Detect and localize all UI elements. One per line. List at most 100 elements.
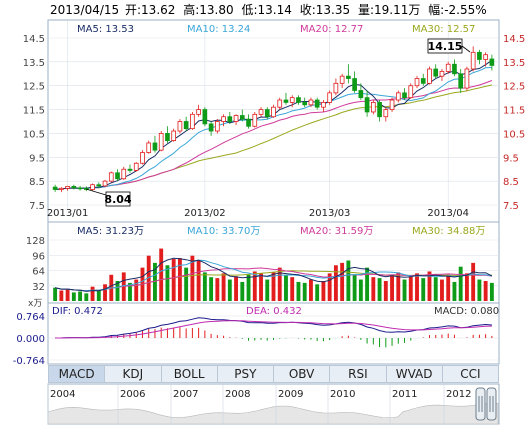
- tab-boll[interactable]: BOLL: [162, 366, 218, 382]
- tab-macd[interactable]: MACD: [49, 366, 106, 382]
- candle-body-down: [208, 123, 214, 132]
- candle: [227, 111, 233, 124]
- candle: [370, 100, 376, 115]
- candle: [115, 169, 120, 182]
- candle-body-down: [377, 102, 382, 118]
- volume-ma-lines: [54, 257, 493, 292]
- candle-body-up: [439, 71, 445, 77]
- price-y-ticks-right: 14.5 13.5 12.5 11.5 10.5 9.5 8.5 7.5: [503, 34, 525, 212]
- volume-bar: [71, 292, 76, 301]
- vol-ma10-label: MA10: 33.70万: [187, 226, 260, 237]
- candle-body-up: [277, 99, 283, 108]
- candle: [258, 107, 264, 117]
- volume-bar: [90, 286, 95, 301]
- candle-body-up: [464, 68, 470, 89]
- tab-cci[interactable]: CCI: [460, 367, 481, 381]
- volume-bar: [96, 289, 101, 301]
- volume-bar: [365, 267, 370, 301]
- price-y-tick-label-right: 12.5: [503, 82, 525, 93]
- candle-body-up: [308, 99, 314, 106]
- volume-bar: [215, 278, 220, 301]
- volume-bar: [402, 279, 407, 301]
- tab-psy[interactable]: PSY: [218, 366, 274, 382]
- candle: [339, 73, 345, 89]
- candle: [208, 121, 214, 136]
- volume-bar: [440, 279, 444, 301]
- tab-rsi[interactable]: RSI: [330, 366, 387, 382]
- candle: [90, 183, 95, 191]
- candle-body-down: [115, 172, 120, 180]
- volume-bar: [259, 273, 263, 301]
- candle-body-up: [158, 133, 164, 151]
- volume-bar: [184, 267, 189, 301]
- candle-body-down: [165, 133, 170, 141]
- price-x-tick-label: 2013/04: [427, 208, 469, 219]
- candle: [239, 109, 245, 122]
- volume-y-ticks: 128 96 64 32: [26, 236, 45, 293]
- candle-body-down: [127, 168, 133, 171]
- candle-body-down: [183, 121, 189, 130]
- price-y-tick-label: 8.5: [29, 177, 45, 188]
- vol-ma30-label: MA30: 34.88万: [412, 226, 485, 237]
- candle-body-up: [133, 162, 139, 171]
- price-x-tick-label: 2013/03: [309, 208, 351, 219]
- candle: [483, 52, 488, 67]
- overview-area: [47, 402, 499, 425]
- overview-slider-handle[interactable]: [475, 387, 497, 421]
- overview-year-label: 2010: [330, 389, 355, 400]
- volume-bar: [309, 279, 313, 301]
- candle-body-up: [140, 152, 145, 164]
- candle-body-down: [358, 90, 364, 99]
- price-y-tick-label-right: 10.5: [503, 129, 525, 140]
- candle: [296, 95, 301, 105]
- volume-bar: [234, 276, 238, 301]
- volume-y-tick-label: 32: [32, 282, 45, 293]
- price-x-tick-label: 2013/02: [184, 208, 226, 219]
- candle-body-down: [302, 102, 308, 106]
- candle: [402, 88, 407, 101]
- volume-bar: [464, 273, 469, 301]
- ma30-label: MA30: 12.57: [412, 24, 475, 35]
- volume-bar: [352, 274, 357, 301]
- candle: [52, 184, 58, 192]
- min-price-callout: 8.04: [85, 188, 132, 207]
- candle-body-up: [339, 75, 345, 84]
- candle: [215, 119, 220, 134]
- candle: [59, 187, 64, 193]
- candle: [308, 97, 314, 108]
- volume-unit-label: x万: [28, 299, 42, 309]
- tab-kdj[interactable]: KDJ: [105, 366, 162, 382]
- vol-ma20-label: MA20: 31.59万: [300, 226, 373, 237]
- candle-body-up: [190, 113, 195, 130]
- volume-bar: [408, 276, 413, 301]
- candle: [246, 114, 251, 129]
- candle-body-up: [233, 115, 239, 122]
- volume-bar: [358, 279, 363, 301]
- volume-bar: [59, 290, 64, 301]
- candle-body-up: [483, 54, 488, 60]
- price-y-tick-label-right: 11.5: [503, 106, 525, 117]
- volume-bar: [433, 277, 438, 301]
- candle-body-down: [477, 51, 482, 60]
- overview-year-label: 2006: [120, 389, 145, 400]
- candle-body-down: [227, 116, 233, 122]
- tab-wvad[interactable]: WVAD: [387, 366, 443, 382]
- candle: [352, 71, 357, 93]
- candle: [233, 114, 239, 126]
- candle: [283, 92, 289, 105]
- candle-body-up: [196, 109, 201, 115]
- tab-obv[interactable]: OBV: [274, 366, 331, 382]
- volume-y-tick-label: 96: [32, 251, 45, 262]
- volume-bar: [446, 274, 451, 301]
- candle-body-up: [65, 185, 70, 189]
- volume-bar: [221, 273, 226, 301]
- candle: [140, 150, 145, 165]
- candle: [414, 76, 420, 89]
- candle-body-up: [90, 184, 95, 190]
- volume-bar: [196, 260, 201, 301]
- candle-body-up: [383, 109, 389, 118]
- volume-bar: [84, 293, 89, 301]
- candle-body-down: [452, 63, 457, 75]
- candle-body-up: [470, 51, 476, 70]
- volume-bar: [396, 272, 401, 301]
